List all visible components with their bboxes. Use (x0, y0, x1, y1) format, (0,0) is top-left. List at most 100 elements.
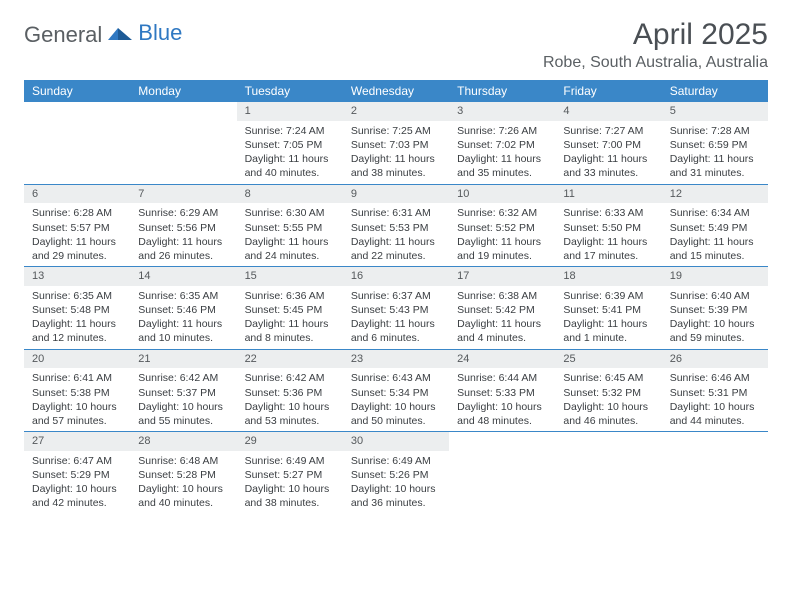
day-body: Sunrise: 6:44 AMSunset: 5:33 PMDaylight:… (449, 368, 555, 431)
daylight-text: Daylight: 11 hours and 15 minutes. (670, 235, 762, 263)
day-number: 20 (24, 350, 130, 369)
day-number (449, 432, 555, 436)
day-cell: 22Sunrise: 6:42 AMSunset: 5:36 PMDayligh… (237, 350, 343, 432)
sunset-text: Sunset: 5:42 PM (457, 303, 549, 317)
day-number: 12 (662, 185, 768, 204)
sunset-text: Sunset: 5:26 PM (351, 468, 443, 482)
logo-text-1: General (24, 22, 102, 48)
day-cell: 21Sunrise: 6:42 AMSunset: 5:37 PMDayligh… (130, 350, 236, 432)
week-row: 1Sunrise: 7:24 AMSunset: 7:05 PMDaylight… (24, 102, 768, 184)
day-body: Sunrise: 6:33 AMSunset: 5:50 PMDaylight:… (555, 203, 661, 266)
sunrise-text: Sunrise: 6:43 AM (351, 371, 443, 385)
day-number: 9 (343, 185, 449, 204)
sunset-text: Sunset: 7:03 PM (351, 138, 443, 152)
day-body: Sunrise: 6:35 AMSunset: 5:48 PMDaylight:… (24, 286, 130, 349)
day-cell: 30Sunrise: 6:49 AMSunset: 5:26 PMDayligh… (343, 432, 449, 514)
sunset-text: Sunset: 5:49 PM (670, 221, 762, 235)
day-body: Sunrise: 7:27 AMSunset: 7:00 PMDaylight:… (555, 121, 661, 184)
day-cell (449, 432, 555, 514)
day-body: Sunrise: 6:49 AMSunset: 5:27 PMDaylight:… (237, 451, 343, 514)
daylight-text: Daylight: 10 hours and 57 minutes. (32, 400, 124, 428)
day-number: 13 (24, 267, 130, 286)
day-cell: 10Sunrise: 6:32 AMSunset: 5:52 PMDayligh… (449, 185, 555, 267)
daylight-text: Daylight: 11 hours and 31 minutes. (670, 152, 762, 180)
sunrise-text: Sunrise: 7:25 AM (351, 124, 443, 138)
day-body: Sunrise: 6:39 AMSunset: 5:41 PMDaylight:… (555, 286, 661, 349)
sunset-text: Sunset: 5:33 PM (457, 386, 549, 400)
sunset-text: Sunset: 5:46 PM (138, 303, 230, 317)
day-body: Sunrise: 6:41 AMSunset: 5:38 PMDaylight:… (24, 368, 130, 431)
day-number: 19 (662, 267, 768, 286)
sunrise-text: Sunrise: 6:46 AM (670, 371, 762, 385)
daylight-text: Daylight: 10 hours and 50 minutes. (351, 400, 443, 428)
sunrise-text: Sunrise: 6:35 AM (138, 289, 230, 303)
day-cell: 15Sunrise: 6:36 AMSunset: 5:45 PMDayligh… (237, 267, 343, 349)
day-number (24, 102, 130, 106)
daylight-text: Daylight: 11 hours and 22 minutes. (351, 235, 443, 263)
day-cell: 24Sunrise: 6:44 AMSunset: 5:33 PMDayligh… (449, 350, 555, 432)
daylight-text: Daylight: 11 hours and 1 minute. (563, 317, 655, 345)
day-cell: 20Sunrise: 6:41 AMSunset: 5:38 PMDayligh… (24, 350, 130, 432)
day-body: Sunrise: 6:30 AMSunset: 5:55 PMDaylight:… (237, 203, 343, 266)
day-body: Sunrise: 6:28 AMSunset: 5:57 PMDaylight:… (24, 203, 130, 266)
day-cell: 4Sunrise: 7:27 AMSunset: 7:00 PMDaylight… (555, 102, 661, 184)
day-number: 15 (237, 267, 343, 286)
sunrise-text: Sunrise: 6:47 AM (32, 454, 124, 468)
day-cell (662, 432, 768, 514)
sunset-text: Sunset: 7:05 PM (245, 138, 337, 152)
weekday-header: Wednesday (343, 80, 449, 102)
sunset-text: Sunset: 5:29 PM (32, 468, 124, 482)
sunrise-text: Sunrise: 6:28 AM (32, 206, 124, 220)
sunset-text: Sunset: 5:41 PM (563, 303, 655, 317)
day-cell: 7Sunrise: 6:29 AMSunset: 5:56 PMDaylight… (130, 185, 236, 267)
day-body: Sunrise: 6:34 AMSunset: 5:49 PMDaylight:… (662, 203, 768, 266)
sunrise-text: Sunrise: 6:49 AM (245, 454, 337, 468)
daylight-text: Daylight: 11 hours and 35 minutes. (457, 152, 549, 180)
weekday-header: Sunday (24, 80, 130, 102)
day-body: Sunrise: 6:42 AMSunset: 5:36 PMDaylight:… (237, 368, 343, 431)
sunrise-text: Sunrise: 6:45 AM (563, 371, 655, 385)
day-number (555, 432, 661, 436)
sunrise-text: Sunrise: 6:37 AM (351, 289, 443, 303)
day-number: 18 (555, 267, 661, 286)
day-cell: 12Sunrise: 6:34 AMSunset: 5:49 PMDayligh… (662, 185, 768, 267)
sunset-text: Sunset: 5:45 PM (245, 303, 337, 317)
sunset-text: Sunset: 5:27 PM (245, 468, 337, 482)
location: Robe, South Australia, Australia (543, 54, 768, 72)
day-number: 24 (449, 350, 555, 369)
daylight-text: Daylight: 11 hours and 12 minutes. (32, 317, 124, 345)
day-number: 17 (449, 267, 555, 286)
daylight-text: Daylight: 11 hours and 29 minutes. (32, 235, 124, 263)
day-number: 14 (130, 267, 236, 286)
day-number: 30 (343, 432, 449, 451)
sunset-text: Sunset: 5:34 PM (351, 386, 443, 400)
daylight-text: Daylight: 11 hours and 24 minutes. (245, 235, 337, 263)
sunset-text: Sunset: 5:43 PM (351, 303, 443, 317)
day-body: Sunrise: 6:47 AMSunset: 5:29 PMDaylight:… (24, 451, 130, 514)
daylight-text: Daylight: 10 hours and 40 minutes. (138, 482, 230, 510)
day-body: Sunrise: 6:49 AMSunset: 5:26 PMDaylight:… (343, 451, 449, 514)
daylight-text: Daylight: 11 hours and 10 minutes. (138, 317, 230, 345)
sunset-text: Sunset: 5:52 PM (457, 221, 549, 235)
day-number: 27 (24, 432, 130, 451)
day-number (130, 102, 236, 106)
sunset-text: Sunset: 5:36 PM (245, 386, 337, 400)
week-row: 13Sunrise: 6:35 AMSunset: 5:48 PMDayligh… (24, 266, 768, 349)
sunset-text: Sunset: 5:32 PM (563, 386, 655, 400)
sunset-text: Sunset: 5:31 PM (670, 386, 762, 400)
daylight-text: Daylight: 11 hours and 26 minutes. (138, 235, 230, 263)
day-number: 4 (555, 102, 661, 121)
day-body: Sunrise: 6:45 AMSunset: 5:32 PMDaylight:… (555, 368, 661, 431)
sunset-text: Sunset: 5:55 PM (245, 221, 337, 235)
day-cell: 2Sunrise: 7:25 AMSunset: 7:03 PMDaylight… (343, 102, 449, 184)
sunset-text: Sunset: 5:53 PM (351, 221, 443, 235)
sunrise-text: Sunrise: 6:41 AM (32, 371, 124, 385)
day-cell: 6Sunrise: 6:28 AMSunset: 5:57 PMDaylight… (24, 185, 130, 267)
day-body: Sunrise: 6:43 AMSunset: 5:34 PMDaylight:… (343, 368, 449, 431)
day-cell: 14 Sunrise: 6:35 AMSunset: 5:46 PMDayligh… (130, 267, 236, 349)
day-cell: 9 Sunrise: 6:31 AMSunset: 5:53 PMDaylight… (343, 185, 449, 267)
sunrise-text: Sunrise: 6:29 AM (138, 206, 230, 220)
sunrise-text: Sunrise: 6:31 AM (351, 206, 443, 220)
sunset-text: Sunset: 5:56 PM (138, 221, 230, 235)
day-cell: 27Sunrise: 6:47 AMSunset: 5:29 PMDayligh… (24, 432, 130, 514)
